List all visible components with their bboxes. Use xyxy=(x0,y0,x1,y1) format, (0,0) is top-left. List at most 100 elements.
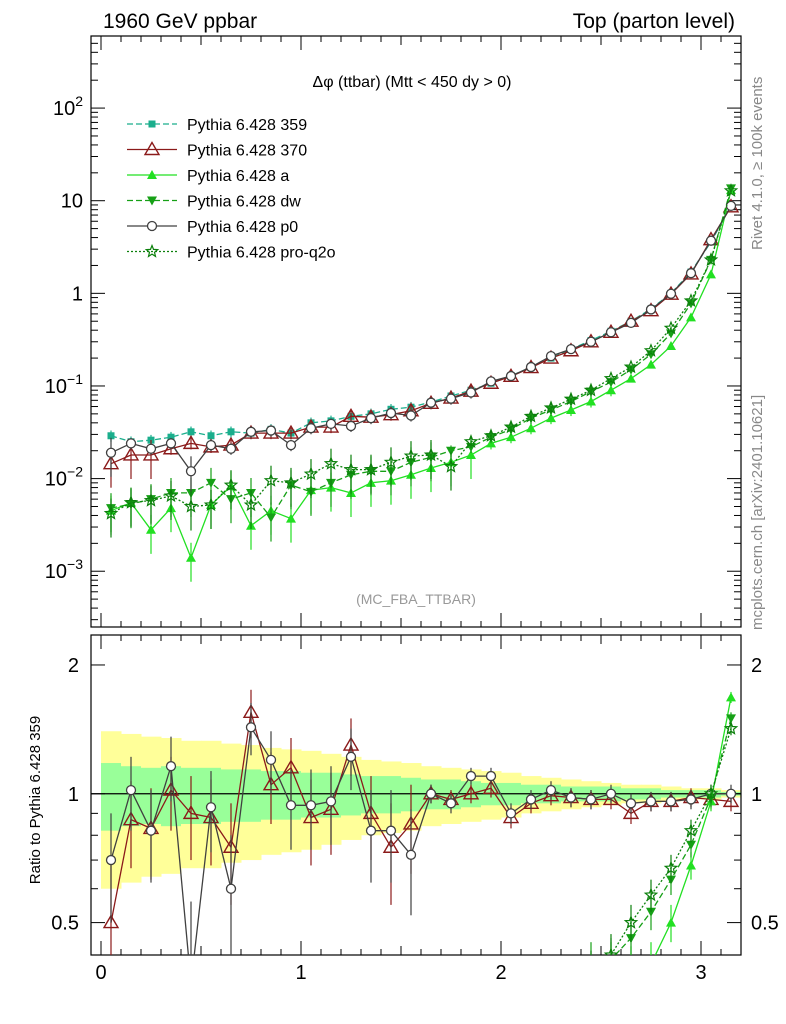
legend-marker xyxy=(144,243,160,258)
ratio-series-1 xyxy=(105,702,737,955)
data-point xyxy=(303,466,319,481)
data-point xyxy=(122,446,140,461)
data-point xyxy=(445,798,457,809)
data-point xyxy=(646,959,656,968)
rivet-label: Rivet 4.1.0, ≥ 100k events xyxy=(749,77,766,250)
legend-marker xyxy=(147,196,157,206)
data-point xyxy=(182,804,200,820)
y-tick-label-base: 10 xyxy=(45,376,67,398)
data-point xyxy=(105,447,117,458)
data-point xyxy=(726,692,736,702)
data-point xyxy=(403,448,419,463)
data-point xyxy=(585,968,596,979)
data-point xyxy=(543,400,559,415)
main-series xyxy=(102,183,740,582)
series-line xyxy=(614,718,732,955)
legend-label: Pythia 6.428 a xyxy=(187,168,289,185)
data-point xyxy=(205,802,217,813)
data-point xyxy=(525,361,537,373)
data-point xyxy=(207,432,215,440)
data-point xyxy=(405,849,417,860)
band-inner xyxy=(101,763,122,831)
data-point xyxy=(566,405,576,415)
legend-label: Pythia 6.428 p0 xyxy=(187,219,298,236)
legend-marker xyxy=(146,220,158,232)
data-point xyxy=(125,784,137,796)
ratio-y-label: Ratio to Pythia 6.428 359 xyxy=(27,716,44,884)
data-point xyxy=(286,513,296,523)
band-inner xyxy=(341,774,362,816)
data-point xyxy=(282,424,300,439)
legend-entry: Pythia 6.428 pro-q2o xyxy=(127,243,336,262)
data-point xyxy=(545,784,557,796)
data-point xyxy=(683,293,699,308)
data-point xyxy=(102,914,120,929)
main-frame xyxy=(90,35,742,628)
data-point xyxy=(663,320,679,335)
data-point xyxy=(505,808,517,819)
data-point xyxy=(685,268,697,279)
data-point xyxy=(263,473,279,487)
y-tick-label: 10−1 xyxy=(45,371,83,398)
main-title: Δφ (ttbar) (Mtt < 450 dy > 0) xyxy=(313,74,512,91)
data-point xyxy=(383,454,399,469)
data-point xyxy=(265,425,277,436)
data-point xyxy=(305,423,317,434)
x-tick-label: 2 xyxy=(495,962,506,984)
data-point xyxy=(686,860,696,870)
data-point xyxy=(622,804,640,820)
y-tick-label-exp: 2 xyxy=(75,93,83,109)
data-point xyxy=(167,433,175,441)
legend-entry: Pythia 6.428 a xyxy=(127,168,289,185)
y-tick-label: 0.5 xyxy=(51,913,79,935)
data-point xyxy=(705,235,717,246)
series-line xyxy=(610,728,732,955)
data-point xyxy=(586,396,596,406)
data-point xyxy=(445,393,457,404)
data-point xyxy=(646,359,656,369)
data-point xyxy=(245,722,257,733)
data-point xyxy=(183,498,199,513)
data-point xyxy=(666,341,676,351)
data-point xyxy=(482,779,500,794)
data-point xyxy=(585,336,597,347)
x-tick-label: 1 xyxy=(295,962,306,984)
main-axes xyxy=(90,35,742,628)
x-tick-label: 0 xyxy=(95,962,106,984)
data-point xyxy=(245,426,257,437)
data-point xyxy=(666,917,676,927)
data-point xyxy=(643,343,659,357)
data-point xyxy=(466,449,476,459)
data-point xyxy=(542,787,560,802)
mcplots-label: mcplots.cern.ch [arXiv:2401.10621] xyxy=(749,395,766,630)
legend-marker xyxy=(143,141,161,156)
data-point xyxy=(142,446,160,461)
data-point xyxy=(606,955,616,964)
data-point xyxy=(625,798,637,809)
data-point xyxy=(243,497,259,512)
data-point xyxy=(165,438,177,449)
data-point xyxy=(545,350,557,362)
data-point xyxy=(123,495,139,509)
data-point xyxy=(686,840,696,850)
data-point xyxy=(523,408,539,423)
data-point xyxy=(186,552,196,562)
series-3 xyxy=(106,184,736,542)
data-point xyxy=(265,754,277,766)
data-point xyxy=(285,800,297,811)
data-point xyxy=(726,714,736,724)
header-left: 1960 GeV ppbar xyxy=(103,10,257,33)
data-point xyxy=(182,434,200,450)
data-point xyxy=(586,960,596,969)
data-point xyxy=(405,410,417,421)
data-point xyxy=(385,407,397,419)
series-line xyxy=(110,205,732,443)
data-point xyxy=(343,461,359,476)
data-point xyxy=(583,382,599,397)
y-tick-label-exp: −2 xyxy=(67,464,83,480)
ratio-series-4 xyxy=(585,720,739,979)
data-point xyxy=(723,183,739,197)
data-point xyxy=(605,788,617,799)
legend-entry: Pythia 6.428 359 xyxy=(127,117,307,134)
